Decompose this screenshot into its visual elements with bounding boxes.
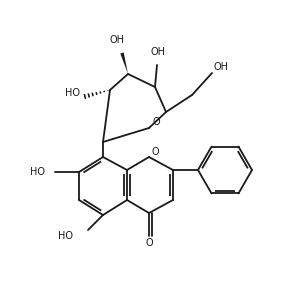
Text: HO: HO — [58, 231, 73, 241]
Text: O: O — [151, 147, 159, 157]
Text: HO: HO — [65, 88, 80, 98]
Text: O: O — [152, 117, 160, 127]
Text: O: O — [145, 238, 153, 248]
Text: OH: OH — [109, 35, 124, 45]
Text: OH: OH — [150, 47, 166, 57]
Text: OH: OH — [213, 62, 228, 72]
Text: HO: HO — [30, 167, 45, 177]
Polygon shape — [120, 52, 128, 74]
